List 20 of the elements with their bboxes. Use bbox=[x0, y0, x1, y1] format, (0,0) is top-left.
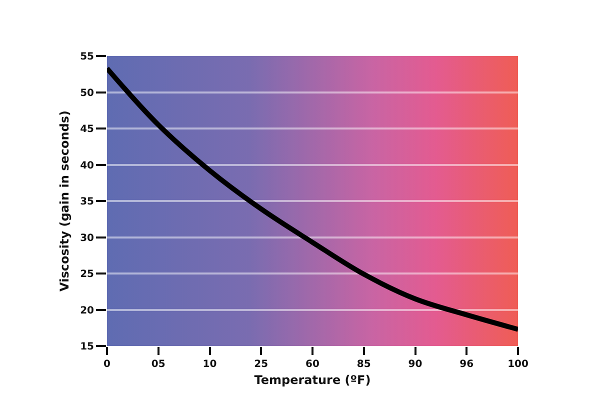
y-tick-label: 40 bbox=[80, 160, 94, 172]
x-tick-label: 90 bbox=[408, 359, 422, 370]
x-axis-title: Temperature (ºF) bbox=[254, 372, 371, 387]
x-tick-label: 25 bbox=[254, 359, 268, 370]
x-tick-label: 60 bbox=[306, 359, 320, 370]
x-tick-label: 0 bbox=[104, 359, 111, 370]
y-axis-title: Viscosity (gain in seconds) bbox=[57, 110, 72, 292]
y-tick-label: 45 bbox=[80, 124, 94, 135]
y-tick-label: 20 bbox=[80, 305, 94, 316]
x-tick-label: 96 bbox=[460, 359, 474, 370]
x-tick-label: 85 bbox=[356, 359, 371, 370]
y-tick-label: 35 bbox=[80, 196, 94, 208]
y-tick-label: 55 bbox=[80, 52, 94, 62]
x-tick-label: 100 bbox=[508, 359, 528, 370]
y-tick-label: 30 bbox=[80, 232, 94, 244]
x-tick-label: 05 bbox=[151, 359, 166, 370]
y-tick-label: 50 bbox=[80, 88, 94, 99]
y-tick-label: 25 bbox=[80, 269, 94, 280]
x-tick-label: 10 bbox=[202, 359, 217, 370]
y-tick-label: 15 bbox=[80, 342, 94, 352]
